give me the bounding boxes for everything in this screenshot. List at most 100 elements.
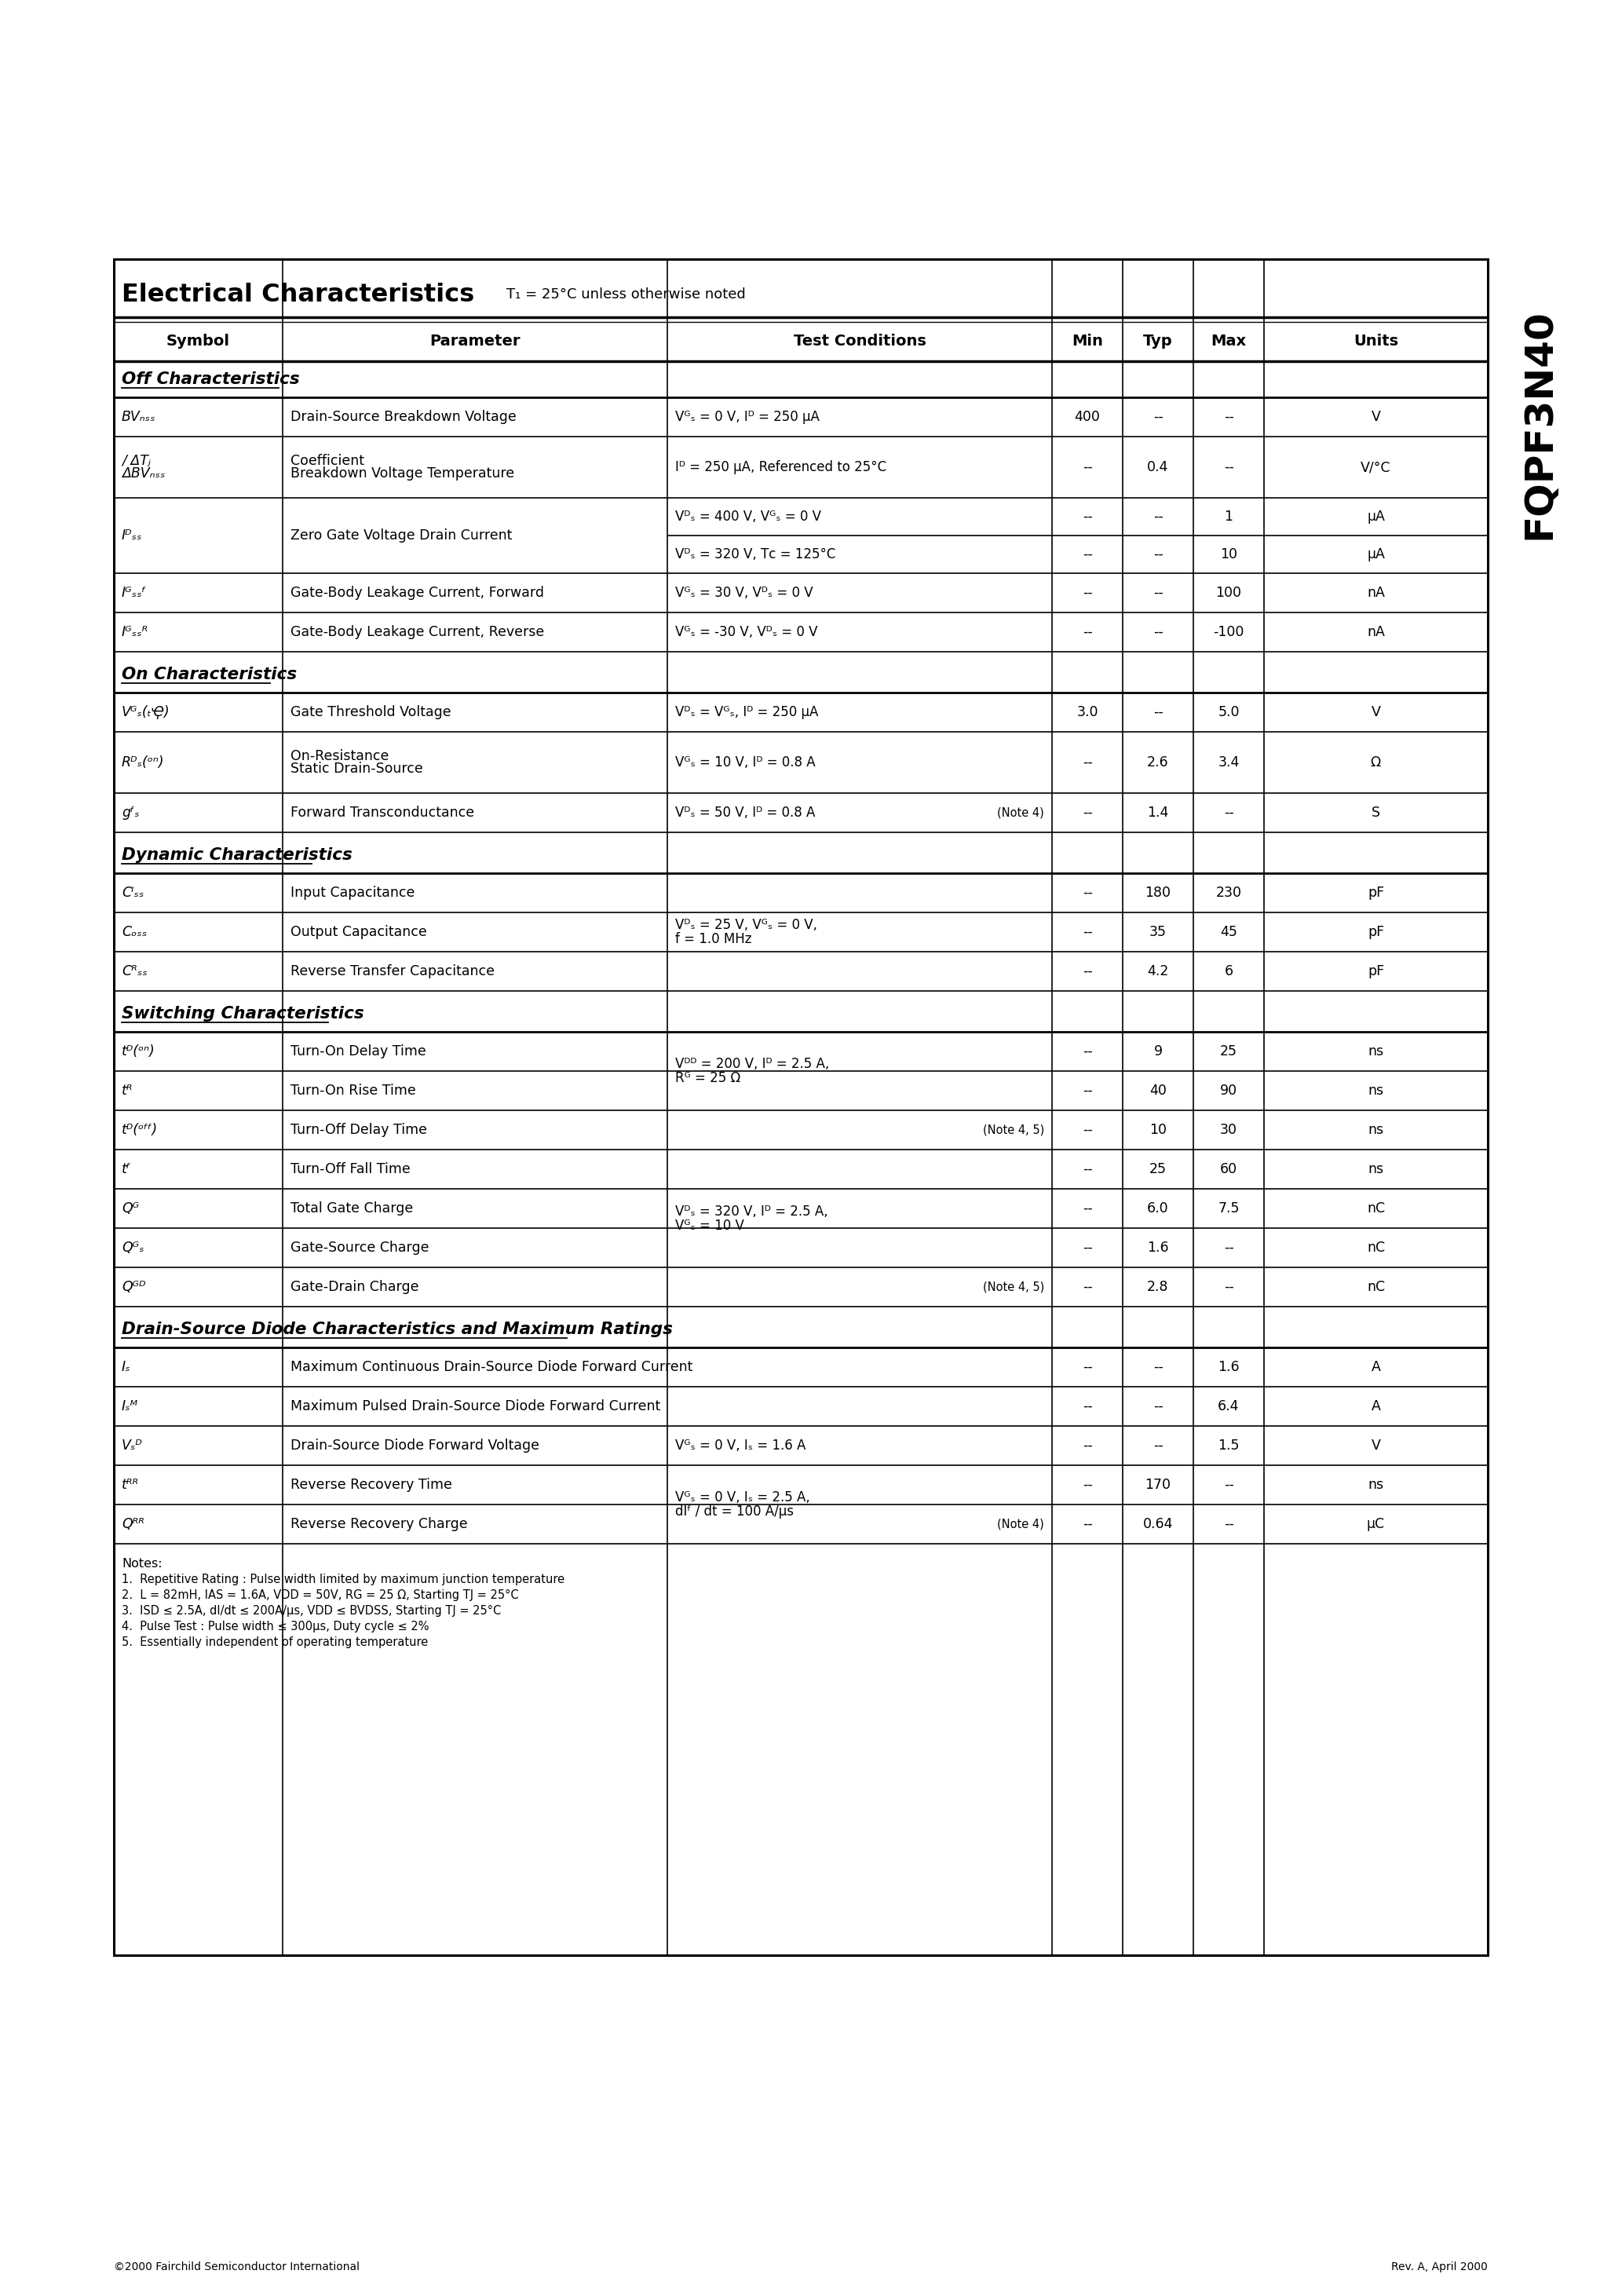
Text: Rᴰₛ(ᵒⁿ): Rᴰₛ(ᵒⁿ)	[122, 755, 164, 769]
Text: Drain-Source Diode Characteristics and Maximum Ratings: Drain-Source Diode Characteristics and M…	[122, 1322, 673, 1336]
Text: 40: 40	[1150, 1084, 1166, 1097]
Text: Reverse Recovery Charge: Reverse Recovery Charge	[290, 1518, 467, 1531]
Text: Vᴰₛ = 400 V, Vᴳₛ = 0 V: Vᴰₛ = 400 V, Vᴳₛ = 0 V	[675, 510, 821, 523]
Text: 1.5: 1.5	[1218, 1440, 1239, 1453]
Text: 1.4: 1.4	[1147, 806, 1169, 820]
Text: --: --	[1082, 585, 1092, 599]
Text: Gate-Body Leakage Current, Forward: Gate-Body Leakage Current, Forward	[290, 585, 543, 599]
Text: 6: 6	[1225, 964, 1233, 978]
Text: 90: 90	[1220, 1084, 1238, 1097]
Text: Qᴳ: Qᴳ	[122, 1201, 139, 1215]
Text: Vᴳₛ = 10 V, Iᴰ = 0.8 A: Vᴳₛ = 10 V, Iᴰ = 0.8 A	[675, 755, 816, 769]
Text: ns: ns	[1367, 1162, 1384, 1176]
Text: A: A	[1371, 1359, 1380, 1373]
Text: 1.6: 1.6	[1147, 1240, 1169, 1256]
Text: FQPF3N40: FQPF3N40	[1520, 308, 1557, 540]
Text: 2.8: 2.8	[1147, 1279, 1169, 1295]
Text: nC: nC	[1367, 1201, 1385, 1215]
Text: --: --	[1082, 1518, 1092, 1531]
Text: Off Characteristics: Off Characteristics	[122, 372, 300, 388]
Text: --: --	[1223, 806, 1234, 820]
Text: Units: Units	[1353, 335, 1398, 349]
Text: Maximum Continuous Drain-Source Diode Forward Current: Maximum Continuous Drain-Source Diode Fo…	[290, 1359, 693, 1373]
Text: --: --	[1082, 546, 1092, 563]
Text: Breakdown Voltage Temperature: Breakdown Voltage Temperature	[290, 466, 514, 480]
Text: Vᴰₛ = 25 V, Vᴳₛ = 0 V,: Vᴰₛ = 25 V, Vᴳₛ = 0 V,	[675, 918, 817, 932]
Text: Iᴰ = 250 μA, Referenced to 25°C: Iᴰ = 250 μA, Referenced to 25°C	[675, 459, 887, 475]
Text: ns: ns	[1367, 1123, 1384, 1137]
Text: Coefficient: Coefficient	[290, 455, 365, 468]
Text: On Characteristics: On Characteristics	[122, 666, 297, 682]
Text: 1: 1	[1225, 510, 1233, 523]
Text: --: --	[1082, 1162, 1092, 1176]
Text: Forward Transconductance: Forward Transconductance	[290, 806, 474, 820]
Text: --: --	[1153, 585, 1163, 599]
Text: Input Capacitance: Input Capacitance	[290, 886, 415, 900]
Text: Vₛᴰ: Vₛᴰ	[122, 1440, 143, 1453]
Text: Total Gate Charge: Total Gate Charge	[290, 1201, 414, 1215]
Text: --: --	[1082, 925, 1092, 939]
Text: --: --	[1223, 1518, 1234, 1531]
Text: ΔBVₙₛₛ: ΔBVₙₛₛ	[122, 466, 165, 480]
Text: Vᴳₛ = 0 V, Iₛ = 2.5 A,: Vᴳₛ = 0 V, Iₛ = 2.5 A,	[675, 1490, 809, 1504]
Text: Zero Gate Voltage Drain Current: Zero Gate Voltage Drain Current	[290, 528, 513, 542]
Text: T₁ = 25°C unless otherwise noted: T₁ = 25°C unless otherwise noted	[506, 287, 746, 301]
Text: Rᴳ = 25 Ω: Rᴳ = 25 Ω	[675, 1070, 741, 1086]
Text: --: --	[1223, 1479, 1234, 1492]
Text: gᶠₛ: gᶠₛ	[122, 806, 139, 820]
Text: 3.  ISD ≤ 2.5A, dI/dt ≤ 200A/μs, VDD ≤ BVDSS, Starting TJ = 25°C: 3. ISD ≤ 2.5A, dI/dt ≤ 200A/μs, VDD ≤ BV…	[122, 1605, 501, 1616]
Text: -100: -100	[1213, 625, 1244, 638]
Text: 4.  Pulse Test : Pulse width ≤ 300μs, Duty cycle ≤ 2%: 4. Pulse Test : Pulse width ≤ 300μs, Dut…	[122, 1621, 430, 1632]
Text: 25: 25	[1150, 1162, 1166, 1176]
Text: Gate-Drain Charge: Gate-Drain Charge	[290, 1279, 418, 1295]
Text: nC: nC	[1367, 1279, 1385, 1295]
Text: Iᴰₛₛ: Iᴰₛₛ	[122, 528, 143, 542]
Text: Ω: Ω	[1371, 755, 1380, 769]
Text: 2.  L = 82mH, IAS = 1.6A, VDD = 50V, RG = 25 Ω, Starting TJ = 25°C: 2. L = 82mH, IAS = 1.6A, VDD = 50V, RG =…	[122, 1589, 519, 1600]
Text: 7.5: 7.5	[1218, 1201, 1239, 1215]
Text: --: --	[1082, 755, 1092, 769]
Text: 3.4: 3.4	[1218, 755, 1239, 769]
Text: 35: 35	[1150, 925, 1166, 939]
Text: Iₛᴹ: Iₛᴹ	[122, 1398, 138, 1414]
Text: Qᴳᴰ: Qᴳᴰ	[122, 1279, 146, 1295]
Text: Vᴰᴰ = 200 V, Iᴰ = 2.5 A,: Vᴰᴰ = 200 V, Iᴰ = 2.5 A,	[675, 1056, 829, 1070]
Text: (Note 4, 5): (Note 4, 5)	[983, 1281, 1045, 1293]
Text: Static Drain-Source: Static Drain-Source	[290, 762, 423, 776]
Text: Vᴳₛ = 0 V, Iₛ = 1.6 A: Vᴳₛ = 0 V, Iₛ = 1.6 A	[675, 1440, 806, 1453]
Text: --: --	[1153, 1359, 1163, 1373]
Text: 10: 10	[1220, 546, 1238, 563]
Text: V: V	[1371, 705, 1380, 719]
Text: --: --	[1082, 1240, 1092, 1256]
Text: --: --	[1082, 459, 1092, 475]
Text: Reverse Recovery Time: Reverse Recovery Time	[290, 1479, 453, 1492]
Text: μC: μC	[1367, 1518, 1385, 1531]
Text: --: --	[1082, 1201, 1092, 1215]
Text: 45: 45	[1220, 925, 1238, 939]
Text: --: --	[1153, 1398, 1163, 1414]
Text: ns: ns	[1367, 1479, 1384, 1492]
Text: tᴰ(ᵒᶠᶠ): tᴰ(ᵒᶠᶠ)	[122, 1123, 157, 1137]
Text: Turn-Off Fall Time: Turn-Off Fall Time	[290, 1162, 410, 1176]
Text: μA: μA	[1367, 546, 1385, 563]
Text: 0.64: 0.64	[1144, 1518, 1173, 1531]
Text: --: --	[1223, 1240, 1234, 1256]
Text: Symbol: Symbol	[167, 335, 230, 349]
Text: --: --	[1082, 806, 1092, 820]
Text: --: --	[1082, 1084, 1092, 1097]
Text: --: --	[1082, 510, 1092, 523]
Text: 100: 100	[1216, 585, 1241, 599]
Text: Turn-On Delay Time: Turn-On Delay Time	[290, 1045, 427, 1058]
Text: Gate-Source Charge: Gate-Source Charge	[290, 1240, 430, 1256]
Text: Vᴳₛ = 10 V: Vᴳₛ = 10 V	[675, 1219, 744, 1233]
Text: nA: nA	[1367, 585, 1385, 599]
Text: Vᴰₛ = 320 V, Iᴰ = 2.5 A,: Vᴰₛ = 320 V, Iᴰ = 2.5 A,	[675, 1203, 827, 1219]
Text: 1.6: 1.6	[1218, 1359, 1239, 1373]
Text: Turn-Off Delay Time: Turn-Off Delay Time	[290, 1123, 427, 1137]
Text: Cᴵₛₛ: Cᴵₛₛ	[122, 886, 144, 900]
Text: Rev. A, April 2000: Rev. A, April 2000	[1392, 2262, 1487, 2273]
Text: Vᴰₛ = Vᴳₛ, Iᴰ = 250 μA: Vᴰₛ = Vᴳₛ, Iᴰ = 250 μA	[675, 705, 819, 719]
Text: 6.4: 6.4	[1218, 1398, 1239, 1414]
Text: 30: 30	[1220, 1123, 1238, 1137]
Text: S: S	[1372, 806, 1380, 820]
